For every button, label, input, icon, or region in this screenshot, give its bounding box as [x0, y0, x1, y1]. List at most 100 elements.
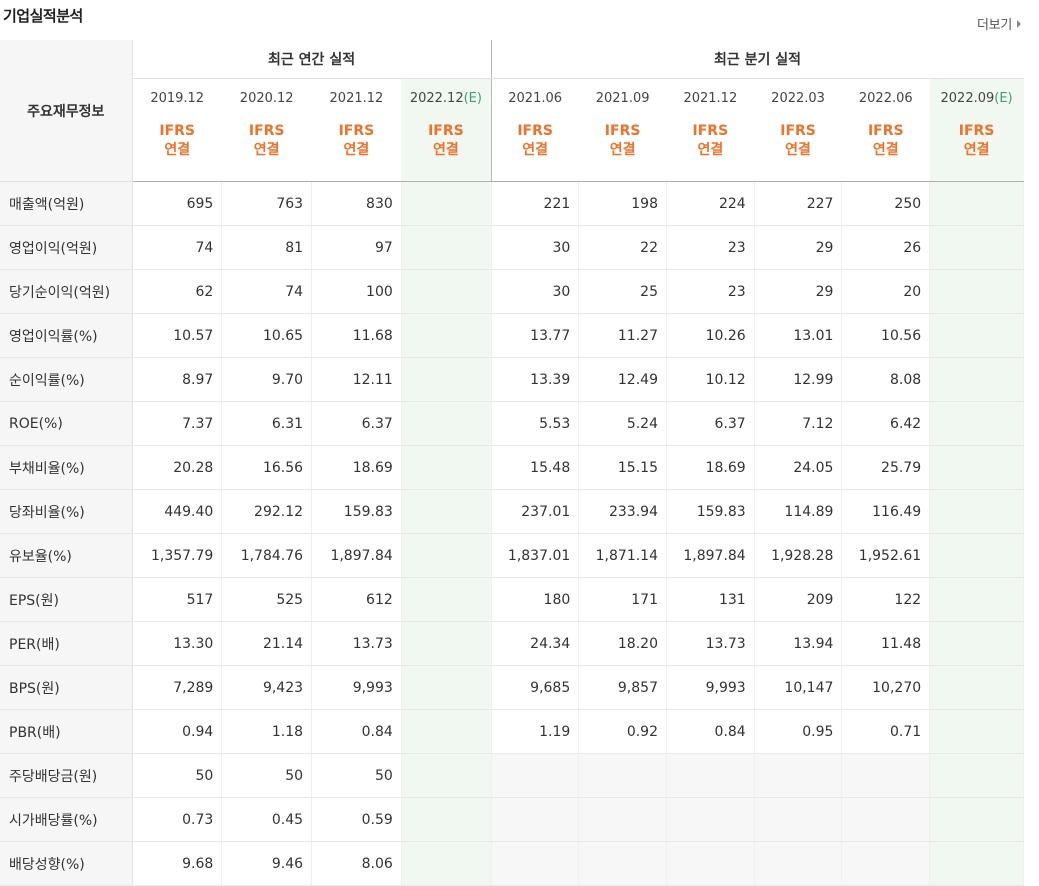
table-cell: 18.20 [578, 621, 667, 666]
table-cell: 10,147 [754, 665, 843, 710]
ifrs-label: IFRS [867, 123, 904, 139]
table-cell [401, 269, 492, 314]
table-cell [666, 753, 755, 798]
ifrs-label: IFRS [780, 123, 816, 139]
period-header: 2021.12 [666, 79, 754, 118]
table-cell: 1,952.61 [841, 533, 931, 578]
row-label: 주당배당금(원) [0, 753, 133, 798]
table-row: 부채비율(%) 20.28 16.56 18.69 15.48 15.15 18.69 24.… [0, 445, 1024, 490]
ifrs-badge: IFRS 연결 [666, 117, 755, 182]
table-cell: 7,289 [132, 665, 223, 710]
table-row: PBR(배) 0.94 1.18 0.84 1.19 0.92 0.84 0.95 0.71 [0, 709, 1024, 754]
table-cell: 0.71 [841, 709, 931, 754]
table-cell: 15.15 [578, 445, 667, 490]
table-cell: 12.11 [311, 357, 402, 402]
table-cell [666, 797, 755, 842]
ifrs-label: IFRS [338, 123, 375, 139]
table-row: 주당배당금(원) 50 50 50 [0, 753, 1024, 798]
table-cell: 1.19 [490, 709, 580, 754]
table-cell: 131 [666, 577, 755, 622]
table-cell [841, 841, 931, 886]
table-cell: 74 [132, 225, 223, 270]
table-cell: 15.48 [490, 445, 580, 490]
table-cell: 8.08 [841, 357, 931, 402]
table-cell: 11.68 [311, 313, 402, 358]
table-row: 당좌비율(%) 449.40 292.12 159.83 237.01 233.94 159… [0, 489, 1024, 534]
row-label: EPS(원) [0, 577, 133, 622]
table-row: 당기순이익(억원) 62 74 100 30 25 23 29 20 [0, 269, 1024, 314]
table-cell [929, 269, 1024, 314]
table-cell: 5.53 [490, 401, 580, 446]
table-cell: 1,928.28 [754, 533, 843, 578]
ifrs-label: IFRS [428, 123, 464, 139]
row-label: 영업이익(억원) [0, 225, 133, 270]
table-cell: 50 [221, 753, 313, 798]
table-cell: 10.26 [666, 313, 755, 358]
row-label: 부채비율(%) [0, 445, 133, 490]
table-cell [929, 181, 1024, 226]
row-label: PER(배) [0, 621, 133, 666]
table-row: 매출액(억원) 695 763 830 221 198 224 227 250 [0, 181, 1024, 226]
table-cell [401, 357, 492, 402]
ifrs-label: IFRS [958, 123, 995, 139]
chevron-right-icon [1017, 20, 1021, 28]
table-cell: 10.56 [841, 313, 931, 358]
table-row: 영업이익(억원) 74 81 97 30 22 23 29 26 [0, 225, 1024, 270]
period-header: 2020.12 [222, 79, 312, 118]
table-cell: 25 [578, 269, 667, 314]
table-cell [929, 841, 1024, 886]
table-row: PER(배) 13.30 21.14 13.73 24.34 18.20 13.73 13.9… [0, 621, 1024, 666]
row-label: 영업이익률(%) [0, 313, 133, 358]
period-header: 2022.03 [754, 79, 842, 118]
table-cell [929, 401, 1024, 446]
table-cell: 0.95 [754, 709, 843, 754]
table-cell: 171 [578, 577, 667, 622]
table-cell: 0.92 [578, 709, 667, 754]
ifrs-badge: IFRS 연결 [754, 117, 842, 182]
period-label: 2019.12 [150, 90, 205, 106]
table-cell: 24.05 [754, 445, 843, 490]
table-cell [929, 489, 1024, 534]
table-cell [401, 401, 492, 446]
table-cell: 1,897.84 [311, 533, 402, 578]
table-cell: 7.12 [754, 401, 843, 446]
table-cell: 11.27 [578, 313, 667, 358]
table-cell [754, 753, 843, 798]
table-cell [490, 797, 580, 842]
table-cell [929, 313, 1024, 358]
table-cell: 10.65 [221, 313, 313, 358]
table-cell: 16.56 [221, 445, 313, 490]
table-cell [929, 797, 1024, 842]
row-label: ROE(%) [0, 401, 133, 446]
table-row: ROE(%) 7.37 6.31 6.37 5.53 5.24 6.37 7.12 6.42 [0, 401, 1024, 446]
table-cell: 0.84 [666, 709, 755, 754]
table-cell: 25.79 [841, 445, 931, 490]
table-cell [929, 225, 1024, 270]
table-cell: 13.73 [666, 621, 755, 666]
consolidated-label: 연결 [872, 142, 899, 158]
table-cell [401, 489, 492, 534]
table-cell: 22 [578, 225, 667, 270]
table-cell: 13.73 [311, 621, 402, 666]
period-label: 2021.09 [595, 90, 650, 106]
table-cell: 20 [841, 269, 931, 314]
period-label: 2020.12 [239, 90, 294, 106]
table-cell [401, 753, 492, 798]
table-cell [929, 533, 1024, 578]
table-cell [401, 181, 492, 226]
row-label: 당좌비율(%) [0, 489, 133, 534]
period-header: 2022.06 [842, 79, 930, 118]
table-cell: 18.69 [311, 445, 402, 490]
table-cell: 26 [841, 225, 931, 270]
ifrs-label: IFRS [248, 123, 285, 139]
consolidated-label: 연결 [343, 142, 370, 158]
more-link[interactable]: 더보기 [977, 14, 1021, 33]
table-cell: 233.94 [578, 489, 667, 534]
more-label: 더보기 [977, 18, 1012, 33]
table-cell: 6.37 [311, 401, 402, 446]
ifrs-label: IFRS [159, 123, 196, 139]
period-label: 2022.03 [771, 90, 825, 106]
table-cell: 11.48 [841, 621, 931, 666]
ifrs-label: IFRS [692, 123, 729, 139]
estimate-mark: (E) [994, 90, 1013, 106]
